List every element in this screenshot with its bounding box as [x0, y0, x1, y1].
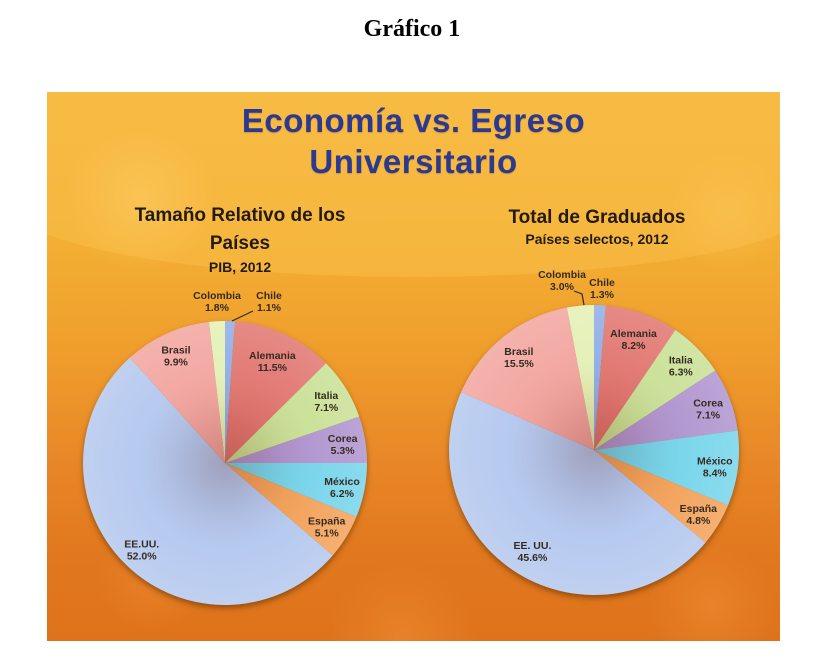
left-chart-title: Tamaño Relativo de los Países PIB, 2012 [110, 202, 370, 277]
pie-chart-graduados-2012: Chile 1.3% Alemania 8.2% Italia 6.3% Corea 7.1%… [449, 269, 739, 595]
pie-label-chile: Chile 1.3% [589, 277, 615, 301]
pie-label-italia: Italia 7.1% [314, 390, 339, 414]
pie-slices-group [83, 321, 367, 605]
poster-image: Economía vs. Egreso Universitario Tamaño… [47, 92, 780, 641]
pie-label-ee-uu: EE.UU. 52.0% [124, 538, 159, 562]
pie-label-colombia: Colombia 3.0% [538, 269, 586, 293]
pie-label-espana: España 4.8% [680, 503, 718, 527]
pie-chart-pib-2012: Chile 1.1% Alemania 11.5% Italia 7.1% Corea 5.3… [83, 290, 367, 605]
right-chart-title: Total de Graduados Países selectos, 2012 [467, 205, 727, 249]
pie-label-mexico: México 6.2% [324, 476, 360, 500]
pie-label-brasil: Brasil 15.5% [504, 346, 534, 370]
pie-label-corea: Corea 5.3% [328, 433, 358, 457]
flower-decoration [65, 122, 215, 272]
left-chart-title-line2: Países [209, 233, 271, 254]
pie-label-chile: Chile 1.1% [256, 290, 282, 314]
right-chart-subtitle: Países selectos, 2012 [525, 231, 669, 247]
pie-label-brasil: Brasil 9.9% [161, 344, 190, 368]
pie-label-colombia: Colombia 1.8% [193, 290, 241, 314]
page-title: Gráfico 1 [363, 16, 461, 42]
label-leader-line-chile [231, 310, 254, 322]
flower-decoration [667, 152, 780, 272]
pie-label-italia: Italia 6.3% [669, 355, 694, 379]
right-chart-title-line1: Total de Graduados [508, 207, 686, 228]
poster-title: Economía vs. Egreso Universitario [47, 100, 780, 182]
pie-slices-group [449, 305, 739, 595]
pie-label-espana: España 5.1% [308, 515, 346, 539]
pie-label-ee-uu: EE. UU. 45.6% [513, 540, 551, 564]
pie-label-corea: Corea 7.1% [693, 397, 723, 421]
left-chart-title-line1: Tamaño Relativo de los [134, 205, 346, 226]
poster-title-line1: Economía vs. Egreso [241, 102, 586, 139]
pie-label-alemania: Alemania 11.5% [249, 350, 296, 374]
poster-title-line2: Universitario [309, 143, 518, 180]
label-leader-line-colombia [573, 290, 585, 306]
pie-label-mexico: México 8.4% [697, 456, 733, 480]
pie-label-alemania: Alemania 8.2% [610, 328, 657, 352]
pie-shading-overlay [83, 321, 367, 605]
left-chart-subtitle: PIB, 2012 [208, 259, 272, 275]
pie-shading-overlay [449, 305, 739, 595]
